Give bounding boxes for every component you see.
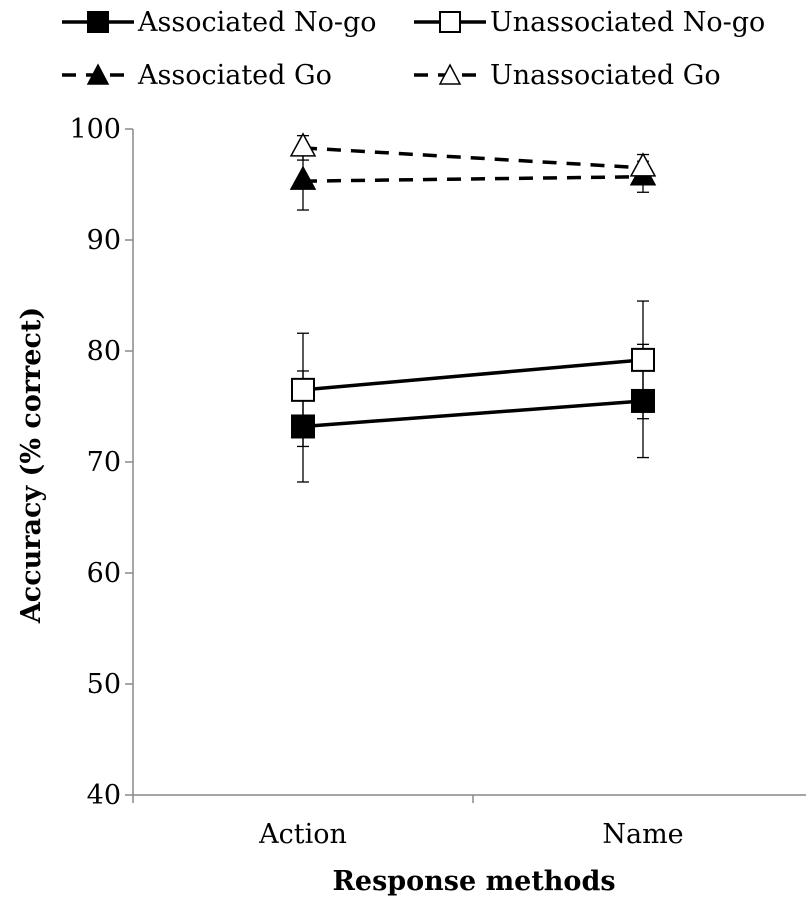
data-point-unassociated-go-name <box>629 152 657 177</box>
legend-label-unassociated-go: Unassociated Go <box>490 60 721 91</box>
legend-label-unassociated-no-go: Unassociated No-go <box>490 7 765 38</box>
legend-marker-associated-go <box>86 63 110 85</box>
x-ticks: Action Name <box>132 795 684 850</box>
x-tick-label-action: Action <box>258 819 347 850</box>
data-point-associated-no-go-name <box>631 388 655 413</box>
y-tick-label-40: 40 <box>87 780 121 811</box>
series-layer <box>289 132 657 483</box>
legend-entry-unassociated-no-go: Unassociated No-go <box>414 7 765 38</box>
y-tick-label-80: 80 <box>87 336 121 367</box>
legend-entry-associated-go: Associated Go <box>62 60 332 91</box>
y-tick-label-50: 50 <box>87 669 121 700</box>
series-line-unassociated-no-go <box>302 358 644 392</box>
y-axis-title: Accuracy (% correct) <box>16 307 47 624</box>
series-line-associated-no-go <box>302 399 644 429</box>
y-tick-label-70: 70 <box>87 447 121 478</box>
y-tick-label-60: 60 <box>87 558 121 589</box>
axes <box>132 129 806 796</box>
series-line-associated-go <box>302 174 644 183</box>
legend-label-associated-go: Associated Go <box>137 60 332 91</box>
y-ticks: 40 50 60 70 80 90 100 <box>69 114 133 811</box>
data-point-unassociated-no-go-name <box>631 347 655 372</box>
y-tick-label-100: 100 <box>69 114 121 145</box>
legend-marker-associated-no-go <box>87 11 109 33</box>
data-point-unassociated-go-action <box>289 132 317 157</box>
legend-marker-unassociated-go <box>438 63 462 85</box>
data-point-associated-no-go-action <box>291 414 315 439</box>
legend-entry-associated-no-go: Associated No-go <box>62 7 377 38</box>
legend-marker-unassociated-no-go <box>439 11 461 33</box>
data-point-associated-go-action <box>289 165 317 190</box>
x-axis-title: Response methods <box>332 866 615 897</box>
series-line-unassociated-go <box>302 146 644 170</box>
legend-label-associated-no-go: Associated No-go <box>137 7 377 38</box>
y-tick-label-90: 90 <box>87 225 121 256</box>
legend: Associated No-go Unassociated No-go Asso… <box>62 7 765 91</box>
x-tick-label-name: Name <box>602 819 683 850</box>
legend-entry-unassociated-go: Unassociated Go <box>414 60 721 91</box>
data-point-unassociated-no-go-action <box>291 377 315 402</box>
